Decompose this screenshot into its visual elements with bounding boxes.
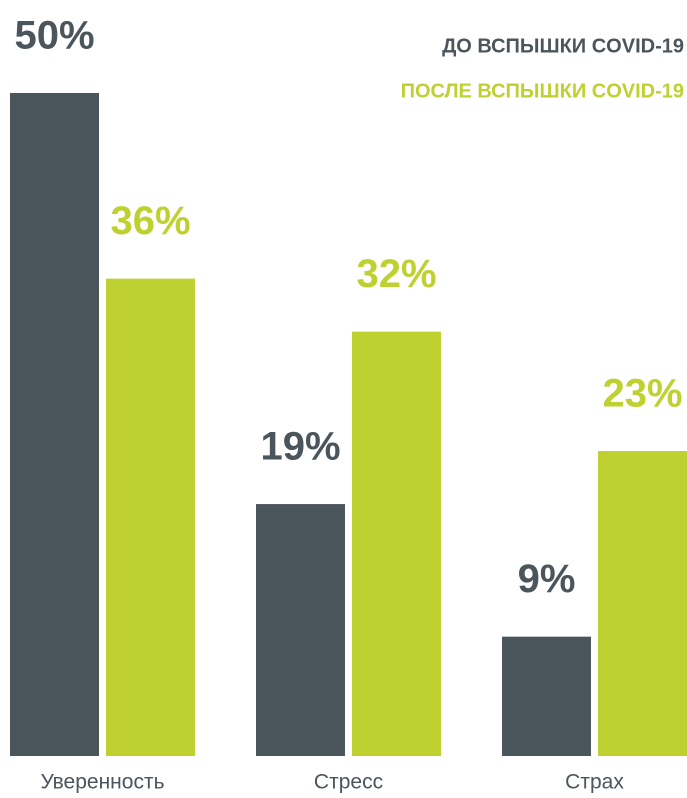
bar (10, 93, 99, 756)
x-tick-label: Стресс (314, 771, 383, 794)
data-label: 9% (518, 557, 576, 601)
legend-entry: ПОСЛЕ ВСПЫШКИ COVID-19 (401, 80, 684, 102)
bar (598, 451, 687, 756)
legend-entry: ДО ВСПЫШКИ COVID-19 (442, 35, 684, 57)
data-label: 50% (14, 14, 94, 58)
bar (256, 504, 345, 756)
bar (502, 636, 591, 756)
x-tick-label: Страх (565, 771, 624, 794)
bar (352, 331, 441, 756)
data-label: 23% (602, 372, 682, 416)
data-label: 36% (110, 199, 190, 243)
data-label: 32% (356, 252, 436, 296)
x-tick-label: Уверенность (40, 771, 164, 794)
bar (106, 278, 195, 756)
data-label: 19% (260, 425, 340, 469)
